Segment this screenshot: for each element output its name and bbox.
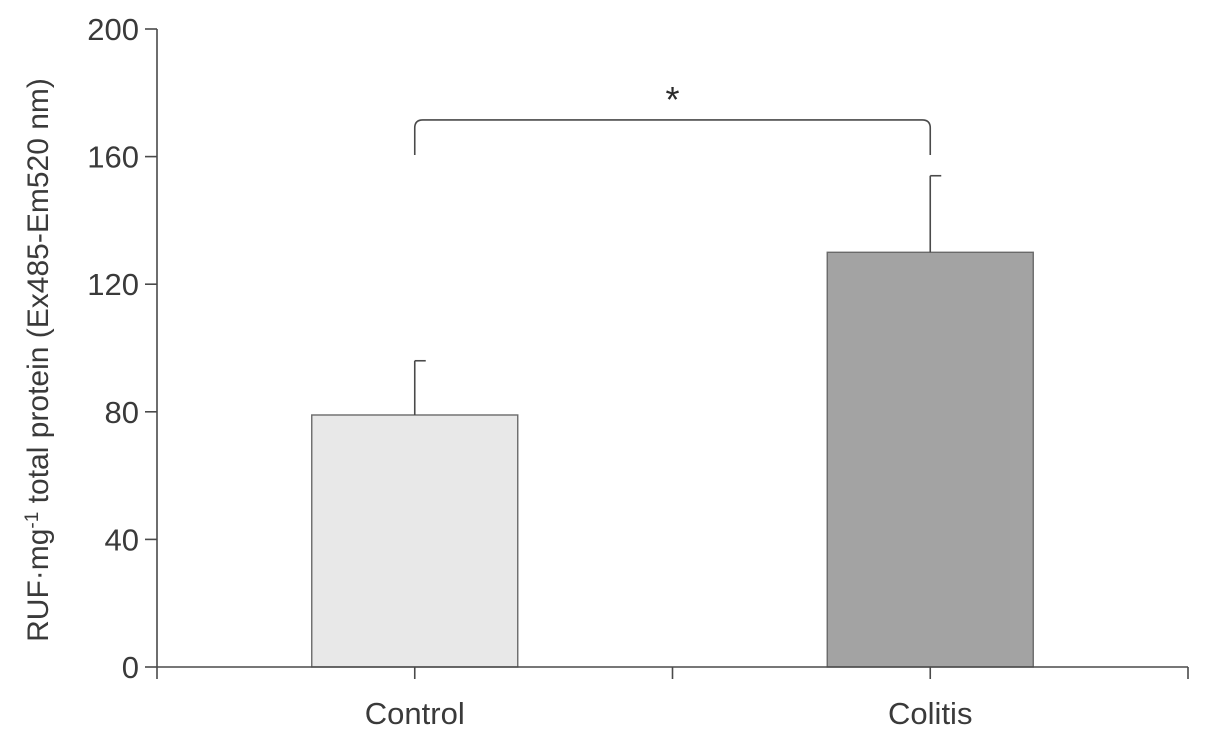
y-ticks-layer: 0 40 80 120 160 200	[87, 12, 157, 685]
y-tick-label: 80	[105, 395, 139, 430]
x-tick-label-control: Control	[365, 696, 465, 731]
significance-bracket	[413, 119, 932, 156]
y-tick-label: 200	[87, 12, 139, 47]
bars-layer	[311, 251, 1034, 668]
error-bars-layer	[413, 174, 942, 415]
bar-control	[311, 414, 519, 668]
y-tick-label: 120	[87, 267, 139, 302]
y-axis-label: RUF·mg-1 total protein (Ex485-Em520 nm)	[22, 78, 56, 642]
y-axis-label-superscript: -1	[22, 512, 43, 529]
x-categories-layer: Control Colitis	[156, 667, 1189, 731]
y-tick-label: 40	[105, 522, 139, 557]
y-tick-label: 0	[122, 650, 139, 685]
x-tick-label-colitis: Colitis	[888, 696, 972, 731]
bar-colitis	[826, 251, 1034, 668]
y-tick-label: 160	[87, 140, 139, 175]
y-axis-label-prefix: RUF·mg	[22, 529, 55, 642]
significance-layer: *	[413, 79, 932, 156]
significance-marker: *	[665, 79, 679, 120]
y-axis-label-suffix: total protein (Ex485-Em520 nm)	[22, 78, 55, 512]
